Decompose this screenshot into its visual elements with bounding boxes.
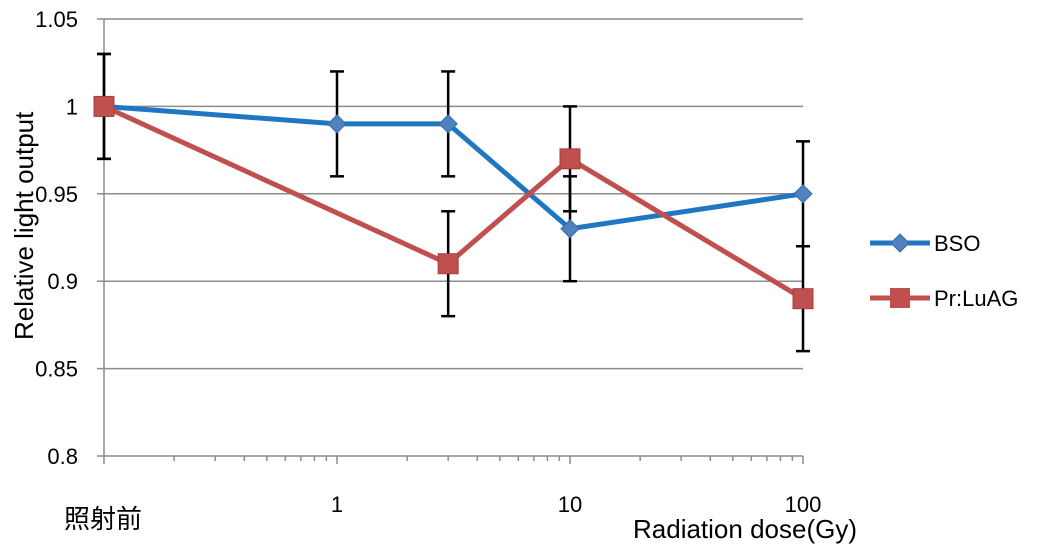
y-tick-label: 1 (66, 94, 78, 119)
y-tick-label: 1.05 (35, 7, 78, 32)
x-tick-label: 照射前 (64, 504, 142, 534)
legend-marker (890, 233, 910, 253)
legend-entry-0: BSO (870, 231, 980, 256)
x-axis-title: Radiation dose(Gy) (633, 514, 857, 544)
x-tick-label: 10 (558, 492, 582, 517)
grid-lines (104, 18, 803, 370)
data-point-1 (559, 148, 581, 170)
data-point-0 (560, 219, 580, 239)
data-point-1 (792, 288, 814, 310)
data-point-0 (793, 184, 813, 204)
data-point-1 (93, 95, 115, 117)
data-point-1 (437, 253, 459, 275)
x-tick-label: 1 (331, 492, 343, 517)
data-markers (93, 95, 814, 310)
y-tick-label: 0.85 (35, 357, 78, 382)
series-line-1 (102, 104, 805, 301)
y-tick-label: 0.95 (35, 182, 78, 207)
y-tick-label: 0.8 (47, 444, 78, 469)
x-tick-labels: 照射前 1 10 100 (64, 492, 821, 534)
axes (97, 18, 804, 464)
legend-label: BSO (934, 231, 980, 256)
error-bars (97, 52, 810, 353)
legend-entry-1: Pr:LuAG (870, 286, 1018, 311)
legend-label: Pr:LuAG (934, 286, 1018, 311)
data-point-0 (327, 114, 347, 134)
y-tick-label: 0.9 (47, 269, 78, 294)
legend: BSO Pr:LuAG (870, 231, 1018, 311)
x-tick-label: 100 (785, 492, 822, 517)
data-point-0 (438, 114, 458, 134)
y-axis-title: Relative light output (9, 111, 39, 340)
y-tick-labels: 0.8 0.85 0.9 0.95 1 1.05 (35, 7, 78, 469)
legend-marker (890, 288, 910, 308)
